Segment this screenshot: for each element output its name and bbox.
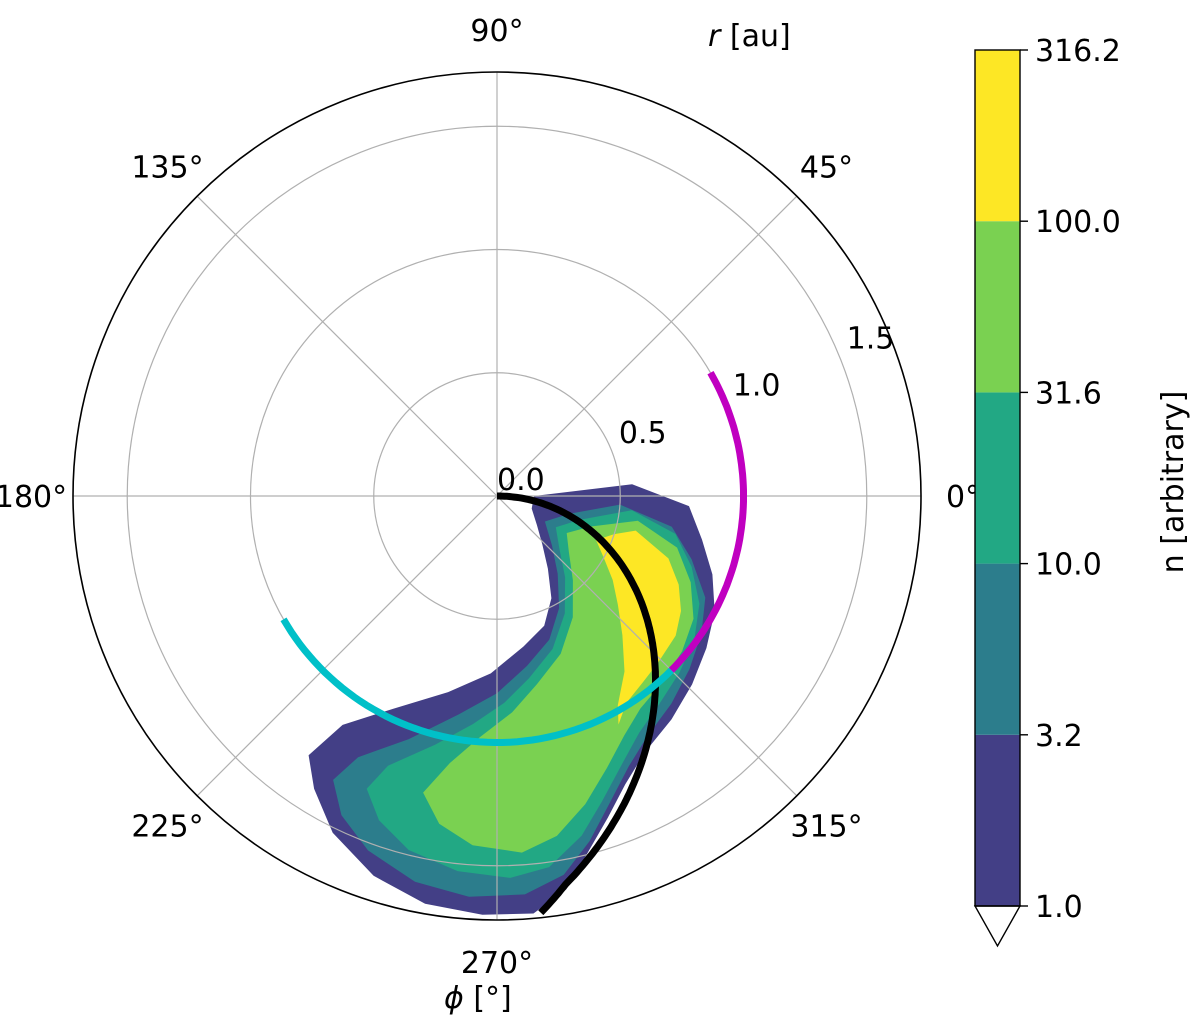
colorbar-segment <box>975 392 1020 564</box>
r-axis-unit: [au] <box>720 19 790 54</box>
theta-axis-unit: [°] <box>464 981 512 1016</box>
r-axis-symbol: r <box>708 19 722 54</box>
theta-grid-line <box>196 195 498 497</box>
colorbar-extend-min <box>973 905 1022 948</box>
theta-tick-label: 135° <box>131 150 203 185</box>
theta-tick-label: 180° <box>0 480 67 515</box>
colorbar-segment <box>975 734 1020 906</box>
arc-curve <box>280 617 674 746</box>
r-axis-label: r [au] <box>708 19 791 54</box>
colorbar-segment <box>975 563 1020 735</box>
theta-axis-symbol: ϕ <box>444 981 464 1016</box>
theta-tick-label: 270° <box>461 946 533 981</box>
colorbar-tick-label: 100.0 <box>1035 205 1121 240</box>
arc-curve <box>668 371 747 673</box>
r-tick-label: 1.0 <box>733 369 781 404</box>
theta-axis-label: ϕ [°] <box>444 981 512 1016</box>
colorbar-segment <box>975 50 1020 222</box>
r-tick-label: 0.5 <box>619 416 667 451</box>
colorbar-tick-label: 1.0 <box>1035 890 1083 925</box>
colorbar-label: n [arbitrary] <box>1156 391 1191 574</box>
density-band-100 <box>596 530 681 725</box>
colorbar-tick-label: 3.2 <box>1035 719 1083 754</box>
r-tick-label: 1.5 <box>847 321 895 356</box>
theta-grid-line <box>496 495 798 797</box>
colorbar-segment <box>975 221 1020 393</box>
theta-tick-label: 90° <box>470 14 523 49</box>
polar-frame <box>72 71 922 921</box>
colorbar-tick-label: 10.0 <box>1035 548 1102 583</box>
r-tick-labels: 0.0 0.5 1.0 1.5 <box>497 321 894 498</box>
theta-grid-line <box>196 495 498 797</box>
spiral-curve <box>497 492 659 916</box>
colorbar-tick-label: 316.2 <box>1035 34 1121 69</box>
density-contours <box>308 484 715 915</box>
theta-tick-label: 225° <box>131 810 203 845</box>
polar-grid <box>73 72 921 920</box>
colorbar: 1.0 3.2 10.0 31.6 100.0 316.2 <box>973 34 1121 948</box>
colorbar-outline <box>974 49 1021 907</box>
overlay-curves <box>280 371 747 916</box>
theta-grid-line <box>496 195 798 497</box>
colorbar-tick-label: 31.6 <box>1035 376 1102 411</box>
theta-tick-label: 45° <box>800 150 853 185</box>
theta-tick-label: 315° <box>790 810 862 845</box>
r-tick-label: 0.0 <box>497 463 545 498</box>
